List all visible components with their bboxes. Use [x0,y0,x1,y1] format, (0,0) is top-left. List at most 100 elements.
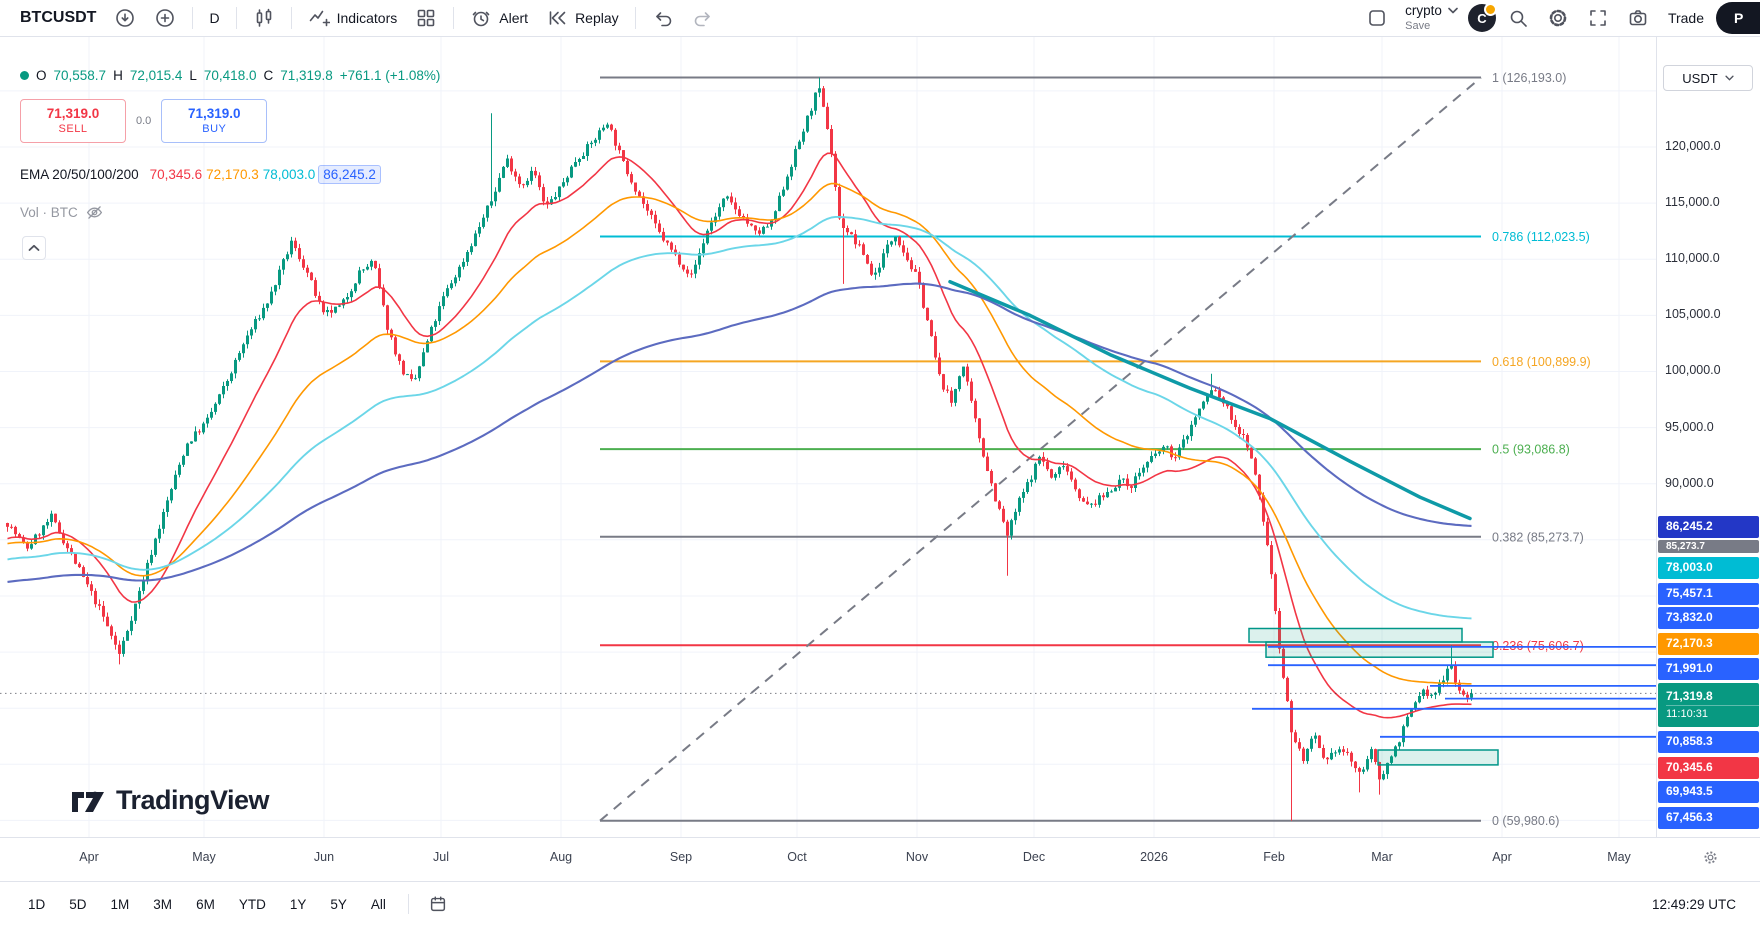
ema-value: 70,345.6 [149,167,203,182]
high-value: 72,015.4 [129,68,183,83]
clipped-price-label[interactable]: 85,273.7 [1658,540,1759,553]
currency-toggle-button[interactable]: USDT [1663,65,1753,91]
undo-icon[interactable] [645,2,681,34]
price-tick: 90,000.0 [1665,475,1714,490]
spread-value: 0.0 [136,115,152,127]
current-price-label[interactable]: 71,319.8 11:10:31 [1658,683,1759,727]
eye-off-icon[interactable] [85,203,104,222]
time-axis-label: Jun [313,850,335,864]
alert-price-label[interactable]: 75,457.1 [1658,583,1759,605]
ema20-price-label[interactable]: 70,345.6 [1658,757,1759,779]
indicators-button[interactable]: Indicators [301,2,405,34]
toolbar-divider [235,7,237,29]
clock-label[interactable]: 12:49:29 UTC [1651,896,1736,912]
volume-label: Vol · BTC [20,205,78,220]
open-value: 70,558.7 [53,68,107,83]
fib-level-label: 0.5 (93,086.8) [1492,443,1570,457]
alert-button[interactable]: Alert [463,2,535,34]
fib-level-label: 0.382 (85,273.7) [1492,530,1584,544]
ma-teal-line[interactable] [948,279,1472,521]
time-axis[interactable]: Apr May Jun Jul Aug Sep Oct Nov Dec 2026 Feb Mar Apr… [0,837,1760,881]
price-tick: 115,000.0 [1665,195,1720,210]
fib-retracement[interactable]: 1 (126,193.0) 0.786 (112,023.5) 0.618 (100… [600,71,1591,828]
goto-date-calendar-icon[interactable] [421,889,455,919]
time-axis-label: Jul [433,850,449,864]
fib-level-label: 1 (126,193.0) [1492,71,1566,85]
indicators-icon [308,7,330,29]
volume-legend-row[interactable]: Vol · BTC [20,203,104,222]
alert-price-label[interactable]: 67,456.3 [1658,807,1759,829]
collapse-legend-button[interactable] [22,236,46,260]
axis-settings-gear-icon[interactable] [1702,849,1719,869]
dashed-trendline[interactable] [599,76,1482,822]
toolbar-left: BTCUSDT D Indicators [10,2,721,34]
candles[interactable] [6,77,1473,821]
indicator-templates-icon[interactable] [408,2,444,34]
symbol-dropdown-icon[interactable] [107,2,143,34]
zone-box [1265,641,1494,658]
range-ytd[interactable]: YTD [229,891,276,918]
range-all[interactable]: All [361,891,396,918]
range-1d[interactable]: 1D [18,891,55,918]
fullscreen-icon[interactable] [1580,2,1616,34]
price-tick: 105,000.0 [1665,307,1721,322]
alert-price-label[interactable]: 73,832.0 [1658,607,1759,629]
layout-select-icon[interactable] [1359,2,1395,34]
footer-divider [407,894,409,914]
time-axis-label: May [192,850,216,864]
series-status-dot [20,71,29,80]
ema-value: 78,003.0 [262,167,316,182]
alert-price-label[interactable]: 71,991.0 [1658,658,1759,680]
tradingview-logo[interactable]: TradingView [70,785,270,816]
ema50-price-label[interactable]: 72,170.3 [1658,633,1759,655]
replay-button[interactable]: Replay [539,2,626,34]
ema200-price-label[interactable]: 86,245.2 [1658,516,1759,538]
range-3m[interactable]: 3M [143,891,182,918]
redo-icon[interactable] [685,2,721,34]
alert-price-label[interactable]: 70,858.3 [1658,731,1759,753]
quick-search-icon[interactable] [1500,2,1536,34]
range-5d[interactable]: 5D [59,891,96,918]
close-value: 71,319.8 [280,68,333,83]
compare-add-icon[interactable] [147,2,183,34]
ema-20-line[interactable] [7,152,1472,719]
tradingview-logo-text: TradingView [116,785,270,815]
settings-gear-icon[interactable] [1540,2,1576,34]
time-axis-label: May [1607,850,1631,864]
price-axis[interactable]: USDT 120,000.0 115,000.0 110,000.0 105,000.… [1656,37,1760,837]
layout-name[interactable]: crypto [1405,2,1442,18]
price-chart[interactable]: 1 (126,193.0) 0.786 (112,023.5) 0.618 (100… [0,37,1656,837]
snapshot-camera-icon[interactable] [1620,2,1656,34]
layout-menu[interactable]: crypto Save [1399,2,1464,35]
trade-button[interactable]: Trade [1660,4,1712,32]
publish-button[interactable]: P [1716,2,1760,34]
range-1y[interactable]: 1Y [280,891,317,918]
alert-price-label[interactable]: 69,943.5 [1658,781,1759,803]
chart-type-icon[interactable] [246,2,282,34]
ema-100-line[interactable] [7,215,1472,620]
user-avatar[interactable]: C [1467,3,1497,32]
range-6m[interactable]: 6M [186,891,225,918]
alert-lines[interactable] [1252,646,1656,738]
buy-button[interactable]: 71,319.0 BUY [161,99,268,143]
ema-50-line[interactable] [7,182,1472,685]
save-layout-button[interactable]: Save [1405,20,1431,33]
grid-lines [0,37,1656,837]
change-value: +761.1 (+1.08%) [339,68,441,83]
time-axis-label: Dec [1022,850,1046,864]
ema100-price-label[interactable]: 78,003.0 [1658,557,1759,579]
symbol-button[interactable]: BTCUSDT [10,4,103,32]
range-1m[interactable]: 1M [101,891,140,918]
price-tick: 110,000.0 [1665,251,1720,266]
supply-demand-boxes[interactable] [1248,627,1499,766]
buy-label: BUY [202,122,227,135]
time-axis-label: 2026 [1140,850,1168,864]
range-5y[interactable]: 5Y [320,891,357,918]
sell-button[interactable]: 71,319.0 SELL [20,99,126,143]
currency-label: USDT [1682,70,1718,86]
ema-legend-row[interactable]: EMA 20/50/100/200 70,345.6 72,170.3 78,003… [20,165,381,184]
ohlc-row[interactable]: O 70,558.7 H 72,015.4 L 70,418.0 C 71,319.8 … [20,68,440,83]
range-buttons: 1D 5D 1M 3M 6M YTD 1Y 5Y All [18,891,396,918]
interval-button[interactable]: D [202,5,226,31]
ema-200-line[interactable] [7,282,1472,583]
